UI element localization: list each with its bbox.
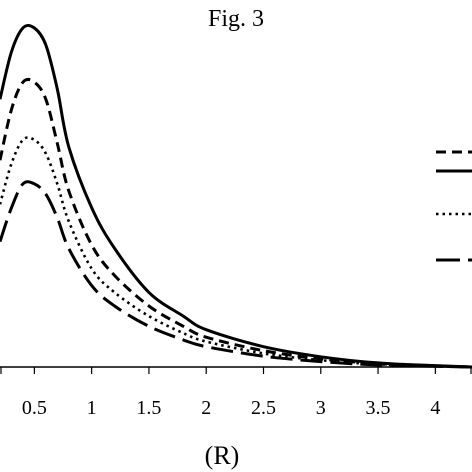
chart-title: Fig. 3 [208, 6, 264, 32]
x-tick-label: 2.5 [251, 397, 276, 419]
x-axis-label: (R) [205, 441, 240, 470]
legend [436, 150, 472, 262]
x-tick-label: 2 [201, 397, 211, 419]
series-line-solid [0, 23, 472, 369]
series-line-dashed [0, 77, 472, 369]
x-tick-label: 1.5 [136, 397, 161, 419]
x-tick-label: 0.5 [22, 397, 47, 419]
x-tick-label: 3 [316, 397, 326, 419]
x-tick-label: 1 [87, 397, 97, 419]
series-layer [0, 23, 472, 369]
x-tick-layer: 0.5 1 1.5 2 2.5 3 3.5 4 [0, 367, 472, 419]
series-line-long-dash [0, 180, 472, 369]
x-tick-label: 3.5 [366, 397, 391, 419]
x-tick-label: 4 [430, 397, 440, 419]
